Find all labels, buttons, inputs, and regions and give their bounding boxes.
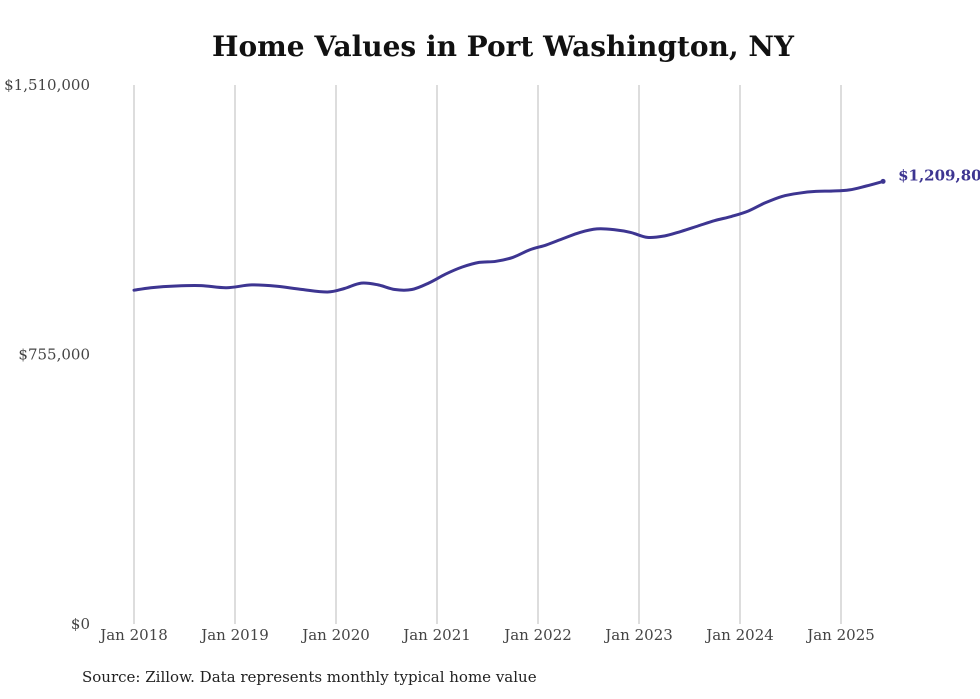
x-tick-label: Jan 2024 [704,626,774,644]
x-tick-label: Jan 2019 [199,626,269,644]
y-tick-label: $755,000 [18,346,90,364]
y-axis-ticks: $1,510,000 $755,000 $0 [4,76,90,633]
x-tick-label: Jan 2025 [805,626,875,644]
x-tick-label: Jan 2022 [502,626,572,644]
x-tick-label: Jan 2023 [603,626,673,644]
end-value-label: $1,209,808 [898,166,980,184]
end-point-marker [880,178,886,184]
y-tick-label: $1,510,000 [4,76,90,94]
home-value-line [132,179,885,294]
gridlines [133,85,842,624]
chart-title: Home Values in Port Washington, NY [212,30,794,63]
y-tick-label: $0 [71,615,90,633]
x-tick-label: Jan 2021 [401,626,471,644]
x-axis-ticks: Jan 2018 Jan 2019 Jan 2020 Jan 2021 Jan 2022… [98,626,875,644]
source-note: Source: Zillow. Data represents monthly … [82,668,537,686]
x-tick-label: Jan 2020 [300,626,370,644]
x-tick-label: Jan 2018 [98,626,168,644]
